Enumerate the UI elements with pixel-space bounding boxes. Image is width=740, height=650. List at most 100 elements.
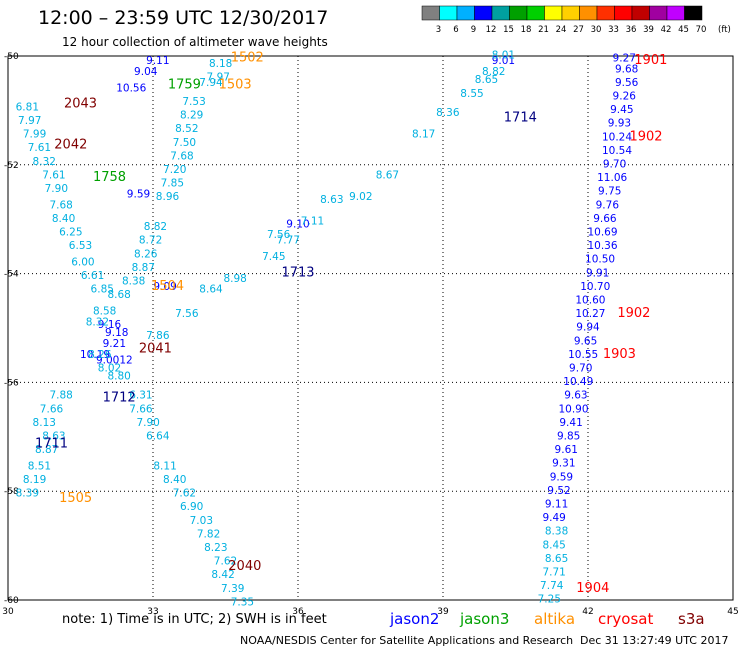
wave-height-value: 6.53 — [69, 240, 92, 252]
wave-height-value: 7.45 — [262, 251, 285, 263]
wave-height-value: 8.11 — [153, 460, 176, 472]
colorbar-label: 12 — [486, 25, 497, 35]
colorbar-swatch — [439, 5, 458, 21]
wave-height-value: 9.45 — [610, 104, 633, 116]
wave-height-value: 11.06 — [597, 172, 627, 184]
wave-height-value: 9.94 — [576, 322, 600, 334]
y-tick-label: -60 — [4, 596, 19, 606]
wave-height-value: 8.45 — [542, 539, 565, 551]
legend-jason2: jason2 — [389, 610, 439, 628]
wave-height-value: 9.01 — [492, 55, 515, 67]
wave-height-value: 10.19 — [80, 349, 110, 361]
track-time-label: 2041 — [139, 341, 172, 356]
wave-height-value: 7.61 — [28, 142, 51, 154]
wave-height-value: 7.03 — [190, 515, 213, 527]
wave-height-value: 9.09 — [153, 281, 176, 293]
wave-height-value: 8.01 — [492, 50, 515, 62]
wave-height-value: 10.56 — [116, 82, 146, 94]
plot-border — [7, 55, 734, 601]
colorbar-swatch — [631, 5, 650, 21]
wave-height-value: 8.26 — [134, 248, 158, 260]
wave-height-value: 10.70 — [580, 281, 610, 293]
colorbar-label: 36 — [626, 25, 637, 35]
wave-height-value: 8.36 — [436, 107, 460, 119]
y-tick-label: -58 — [4, 487, 19, 497]
legend-s3a: s3a — [678, 610, 705, 628]
wave-height-value: 8.63 — [42, 431, 65, 443]
colorbar-label: 33 — [608, 25, 619, 35]
colorbar-swatch — [649, 5, 668, 21]
wave-height-value: 7.11 — [301, 216, 324, 228]
wave-height-value: 9.49 — [542, 512, 565, 524]
wave-height-value: 8.80 — [107, 371, 130, 383]
wave-height-value: 10.49 — [563, 376, 593, 388]
wave-height-value: 8.64 — [199, 284, 223, 296]
wave-height-value: 7.50 — [173, 137, 196, 149]
colorbar-swatch — [596, 5, 615, 21]
wave-height-value: 8.96 — [156, 191, 180, 203]
colorbar-swatch — [666, 5, 685, 21]
wave-height-value: 7.35 — [231, 596, 254, 608]
track-time-label: 1502 — [231, 50, 264, 65]
wave-height-value: 9.56 — [615, 77, 639, 89]
wave-height-value: 7.25 — [538, 594, 561, 606]
wave-height-value: 7.74 — [540, 580, 564, 592]
y-tick-label: -54 — [4, 270, 19, 280]
x-tick-label: 30 — [2, 607, 14, 617]
legend-altika: altika — [534, 610, 575, 628]
wave-height-value: 6.81 — [16, 101, 39, 113]
wave-height-value: 9.26 — [613, 91, 637, 103]
legend-cryosat: cryosat — [598, 610, 653, 628]
wave-height-value: 7.90 — [136, 417, 159, 429]
track-time-label: 2043 — [64, 97, 97, 112]
wave-height-value: 7.20 — [163, 164, 186, 176]
wave-height-value: 6.64 — [146, 431, 170, 443]
wave-height-value: 9.70 — [603, 159, 626, 171]
wave-height-value: 7.71 — [542, 567, 565, 579]
wave-height-value: 7.56 — [267, 229, 291, 241]
footer-timestamp: Dec 31 13:27:49 UTC 2017 — [580, 634, 728, 647]
x-tick-label: 39 — [437, 607, 449, 617]
wave-height-value: 8.32 — [33, 156, 56, 168]
wave-height-value: 10.60 — [575, 295, 605, 307]
wave-height-value: 8.65 — [545, 553, 568, 565]
wave-height-value: 8.02 — [98, 363, 121, 375]
wave-height-value: 8.55 — [460, 88, 483, 100]
wave-height-value: 9.61 — [555, 444, 578, 456]
wave-height-value: 7.90 — [45, 183, 68, 195]
wave-height-value: 9.04 — [134, 66, 158, 78]
x-tick-label: 45 — [727, 607, 738, 617]
wave-height-value: 7.77 — [277, 235, 300, 247]
wave-height-value: 8.38 — [545, 526, 568, 538]
wave-height-value: 8.51 — [28, 460, 51, 472]
track-time-label: 2042 — [54, 137, 87, 152]
wave-height-value: 9.52 — [547, 485, 570, 497]
track-time-label: 1901 — [634, 53, 667, 68]
wave-height-value: 7.82 — [197, 528, 220, 540]
wave-height-value: 10.36 — [587, 240, 617, 252]
footer-note: note: 1) Time is in UTC; 2) SWH is in fe… — [62, 612, 327, 627]
wave-height-value: 9.11 — [545, 499, 568, 511]
wave-height-value: 8.82 — [482, 66, 505, 78]
wave-height-value: 8.65 — [475, 74, 498, 86]
track-time-label: 1902 — [629, 129, 662, 144]
wave-height-value: 7.66 — [40, 403, 64, 415]
x-tick-label: 33 — [147, 607, 158, 617]
wave-height-value: 9.68 — [615, 63, 638, 75]
colorbar-swatch — [526, 5, 545, 21]
wave-height-value: 9.27 — [613, 52, 636, 64]
wave-height-value: 8.29 — [180, 110, 203, 122]
track-time-label: 1503 — [219, 78, 252, 93]
colorbar-label: 45 — [678, 25, 689, 35]
colorbar-label: 6 — [453, 25, 458, 35]
wave-height-value: 9.0012 — [96, 354, 133, 366]
wave-height-value: 6.85 — [91, 284, 114, 296]
wave-height-value: 9.21 — [103, 338, 126, 350]
y-tick-label: -56 — [4, 378, 19, 388]
colorbar-label: 39 — [643, 25, 654, 35]
wave-height-value: 9.16 — [98, 319, 122, 331]
plot-area — [7, 55, 734, 601]
colorbar-label: 27 — [573, 25, 584, 35]
colorbar-label: 9 — [471, 25, 476, 35]
colorbar-swatch — [579, 5, 598, 21]
